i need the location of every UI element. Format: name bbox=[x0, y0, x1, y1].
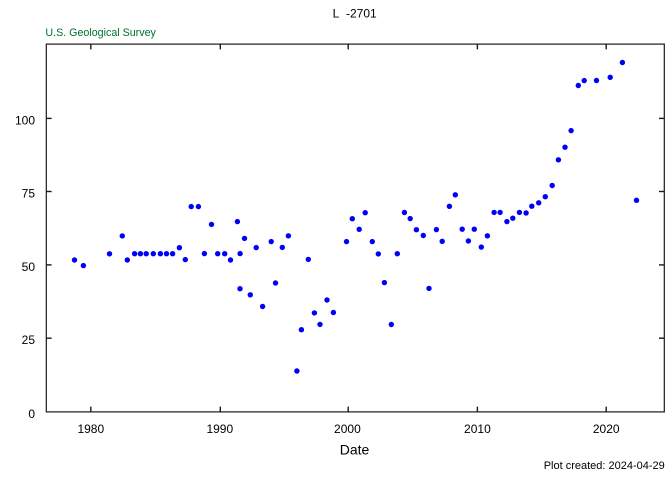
svg-text:75: 75 bbox=[22, 187, 36, 201]
svg-text:1990: 1990 bbox=[206, 422, 233, 436]
svg-text:U.S. Geological Survey: U.S. Geological Survey bbox=[45, 27, 156, 39]
svg-text:50: 50 bbox=[22, 260, 36, 274]
svg-text:25: 25 bbox=[22, 333, 36, 347]
svg-text:0: 0 bbox=[28, 407, 35, 421]
svg-text:2020: 2020 bbox=[593, 422, 620, 436]
svg-text:1980: 1980 bbox=[77, 422, 104, 436]
svg-text:Date: Date bbox=[340, 442, 370, 458]
svg-text:2000: 2000 bbox=[334, 422, 361, 436]
svg-text:L -2701: L -2701 bbox=[333, 6, 377, 20]
svg-text:2010: 2010 bbox=[464, 422, 491, 436]
svg-text:100: 100 bbox=[15, 114, 35, 128]
svg-text:Plot created: 2024-04-29: Plot created: 2024-04-29 bbox=[544, 460, 665, 472]
